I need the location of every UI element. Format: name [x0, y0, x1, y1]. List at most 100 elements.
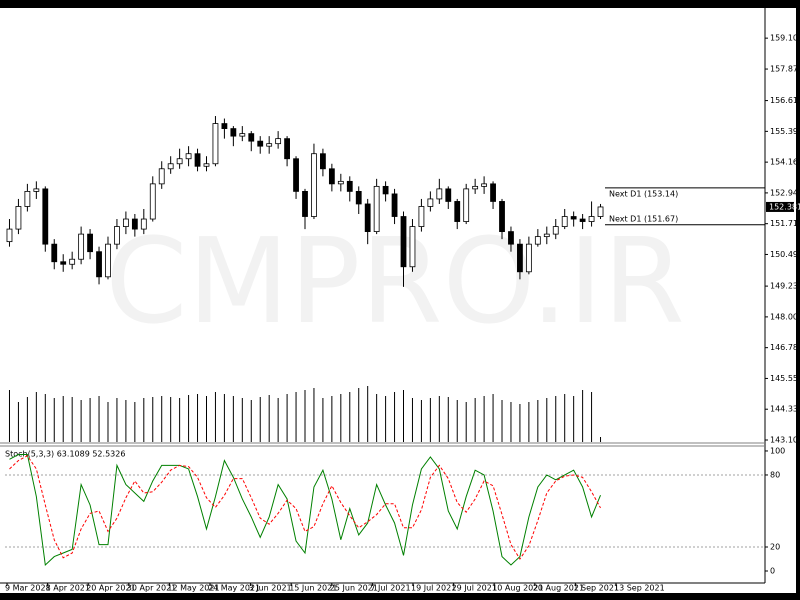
- y-tick-label: 151.715: [770, 219, 800, 228]
- x-tick-label: 19 Jul 2021: [411, 584, 456, 593]
- candle-body: [78, 233, 85, 260]
- candle-body: [373, 185, 380, 232]
- candle-body: [203, 163, 210, 167]
- level-label: Next D1 (153.14): [609, 189, 678, 198]
- y-tick-label: 155.390: [770, 127, 800, 136]
- candle-body: [302, 190, 308, 217]
- candle-body: [508, 231, 514, 245]
- y-tick-label: 80: [770, 470, 780, 479]
- stoch-signal-line: [9, 455, 601, 560]
- candle-body: [230, 128, 237, 137]
- y-tick-label: 145.555: [770, 374, 800, 383]
- x-tick-label: 1 Sep 2021: [573, 584, 619, 593]
- y-tick-label: 156.615: [770, 96, 800, 105]
- candle-body: [490, 183, 496, 202]
- price-tag: [766, 201, 794, 212]
- candle-body: [543, 233, 550, 238]
- y-tick-label: 152.940: [770, 188, 800, 197]
- y-tick-label: 150.490: [770, 250, 800, 259]
- candle-body: [391, 193, 398, 217]
- candle-body: [517, 243, 523, 273]
- candle-body: [382, 185, 389, 195]
- candle-body: [337, 180, 344, 185]
- candle-body: [499, 201, 505, 232]
- candle-body: [176, 158, 183, 165]
- candle-body: [355, 190, 362, 205]
- candle-body: [158, 168, 165, 185]
- candle-body: [149, 183, 156, 220]
- x-tick-label: 15 Jun 2021: [289, 584, 337, 593]
- candle-body: [293, 158, 299, 192]
- candle-body: [15, 206, 22, 230]
- candle-body: [194, 153, 201, 167]
- candle-body: [60, 261, 67, 265]
- x-tick-label: 7 Jul 2021: [370, 584, 410, 593]
- candle-body: [221, 123, 228, 129]
- y-tick-label: 146.780: [770, 343, 800, 352]
- candle-body: [185, 153, 192, 160]
- y-tick-label: 143.105: [770, 435, 800, 444]
- candle-body: [472, 185, 479, 190]
- candle-body: [69, 258, 76, 265]
- candle-body: [266, 143, 273, 147]
- y-tick-label: 20: [770, 542, 780, 551]
- candle-body: [167, 163, 174, 170]
- level-label: Next D1 (151.67): [609, 214, 678, 223]
- candle-body: [579, 218, 586, 222]
- price-tag-label: 152.381: [769, 202, 800, 211]
- candle-body: [445, 188, 452, 202]
- x-tick-label: 25 Jun 2021: [330, 584, 378, 593]
- x-tick-label: 30 Apr 2021: [127, 584, 176, 593]
- candle-body: [400, 216, 407, 268]
- candle-body: [597, 206, 604, 217]
- candle-body: [33, 188, 40, 192]
- candle-body: [105, 243, 111, 278]
- candle-body: [346, 180, 353, 192]
- x-tick-label: 3 Jun 2021: [249, 584, 292, 593]
- x-tick-label: 29 Jul 2021: [452, 584, 497, 593]
- candle-body: [122, 218, 129, 227]
- candle-body: [248, 133, 255, 142]
- candle-body: [320, 153, 326, 170]
- candle-body: [140, 218, 147, 230]
- x-tick-label: 24 May 2021: [208, 584, 260, 593]
- candle-body: [436, 188, 443, 200]
- candle-body: [87, 233, 93, 253]
- y-tick-label: 159.100: [770, 34, 800, 43]
- candle-body: [364, 203, 371, 232]
- candle-body: [481, 183, 488, 187]
- y-tick-label: 157.870: [770, 65, 800, 74]
- y-tick-label: 154.165: [770, 158, 800, 167]
- stoch-main-line: [9, 454, 601, 567]
- candle-body: [534, 236, 541, 245]
- x-tick-label: 8 Apr 2021: [46, 584, 90, 593]
- candle-body: [570, 216, 577, 220]
- x-tick-label: 20 Apr 2021: [86, 584, 135, 593]
- candle-body: [588, 216, 595, 222]
- candle-body: [418, 206, 425, 227]
- y-tick-label: 0: [770, 566, 775, 575]
- y-tick-label: 144.330: [770, 405, 800, 414]
- y-tick-label: 149.230: [770, 282, 800, 291]
- candle-body: [96, 251, 102, 278]
- candle-body: [42, 188, 49, 245]
- candle-body: [525, 243, 532, 273]
- x-tick-label: 13 Sep 2021: [614, 584, 665, 593]
- candle-body: [212, 123, 219, 165]
- candle-body: [328, 168, 335, 185]
- candle-body: [552, 226, 559, 235]
- stoch-title: Stoch(5,3,3) 63.1089 52.5326: [5, 450, 125, 459]
- candle-body: [284, 138, 290, 160]
- candle-body: [275, 138, 282, 145]
- y-tick-label: 148.005: [770, 312, 800, 321]
- candle-body: [454, 201, 461, 222]
- candle-body: [24, 190, 31, 207]
- x-tick-label: 9 Mar 2021: [5, 584, 51, 593]
- candle-body: [131, 218, 138, 230]
- candle-body: [463, 188, 470, 222]
- x-tick-label: 10 Aug 2021: [492, 584, 543, 593]
- x-tick-label: 20 Aug 2021: [533, 584, 584, 593]
- candle-body: [561, 216, 568, 227]
- candle-body: [51, 243, 58, 263]
